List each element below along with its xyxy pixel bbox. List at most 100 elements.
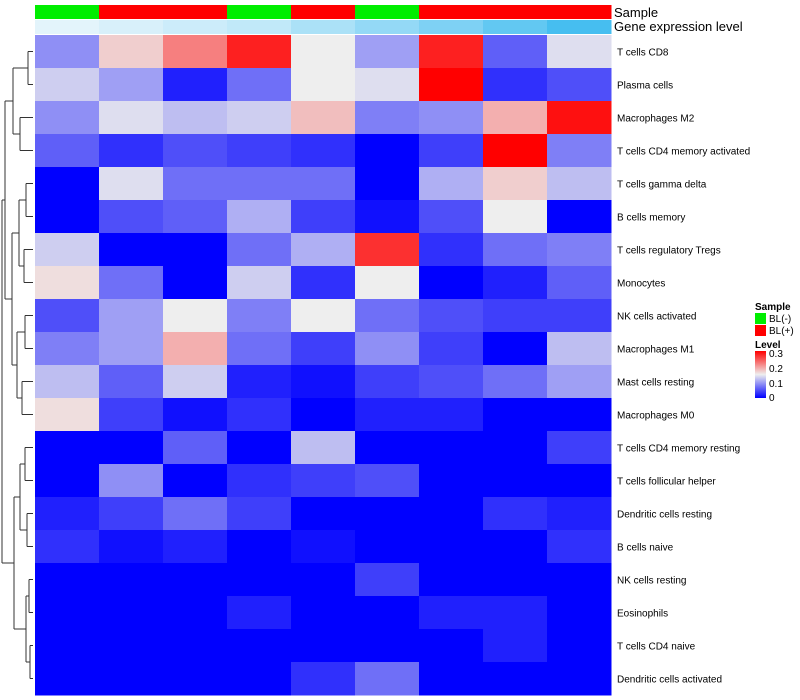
heatmap-cell bbox=[99, 431, 164, 465]
row-label: T cells CD8 bbox=[617, 48, 669, 59]
heatmap-cell bbox=[99, 134, 164, 168]
heatmap-cell bbox=[227, 563, 292, 597]
row-label: Plasma cells bbox=[617, 81, 673, 92]
heatmap-cell bbox=[419, 629, 484, 663]
heatmap-cell bbox=[291, 233, 356, 267]
heatmap-cell bbox=[99, 332, 164, 366]
annotation-bars bbox=[35, 5, 612, 34]
heatmap-cell bbox=[291, 167, 356, 201]
heatmap-cell bbox=[483, 398, 548, 432]
heatmap-cell bbox=[547, 365, 612, 399]
heatmap-cell bbox=[99, 530, 164, 564]
heatmap-cell bbox=[291, 200, 356, 234]
heatmap-cell bbox=[547, 101, 612, 135]
row-dendrogram bbox=[1, 51, 33, 679]
heatmap-cell bbox=[35, 596, 100, 630]
row-label: NK cells resting bbox=[617, 576, 686, 587]
expression-annotation-cell bbox=[163, 20, 228, 34]
heatmap-cell bbox=[355, 431, 420, 465]
heatmap-cell bbox=[227, 431, 292, 465]
heatmap-cell bbox=[419, 35, 484, 69]
heatmap-cell bbox=[483, 596, 548, 630]
heatmap-cell bbox=[483, 629, 548, 663]
legend-level-title: Level bbox=[755, 340, 781, 351]
heatmap-cell bbox=[163, 563, 228, 597]
heatmap-cell bbox=[163, 299, 228, 333]
heatmap-cell bbox=[35, 332, 100, 366]
heatmap-cell bbox=[227, 596, 292, 630]
heatmap-cell bbox=[355, 167, 420, 201]
legend-sample-title: Sample bbox=[755, 302, 791, 313]
heatmap-cell bbox=[355, 530, 420, 564]
heatmap-cell bbox=[355, 365, 420, 399]
heatmap-cell bbox=[419, 101, 484, 135]
heatmap-cell bbox=[483, 101, 548, 135]
row-label: Macrophages M0 bbox=[617, 411, 695, 422]
heatmap-cell bbox=[355, 35, 420, 69]
sample-annotation-cell bbox=[291, 5, 356, 19]
annotation-label-sample: Sample bbox=[614, 5, 658, 20]
legend-color-bar bbox=[755, 351, 766, 398]
row-label: T cells gamma delta bbox=[617, 180, 707, 191]
heatmap-cell bbox=[291, 365, 356, 399]
sample-annotation-cell bbox=[99, 5, 164, 19]
heatmap-cell bbox=[547, 167, 612, 201]
heatmap-cell bbox=[419, 299, 484, 333]
heatmap-cell bbox=[483, 530, 548, 564]
heatmap-cell bbox=[99, 266, 164, 300]
sample-annotation-cell bbox=[483, 5, 548, 19]
heatmap-cell bbox=[227, 365, 292, 399]
heatmap-cell bbox=[163, 266, 228, 300]
heatmap-cell bbox=[291, 629, 356, 663]
legend-swatch-bl-pos bbox=[755, 325, 766, 336]
heatmap-cell bbox=[227, 200, 292, 234]
heatmap-cell bbox=[419, 530, 484, 564]
heatmap-cell bbox=[483, 35, 548, 69]
row-label: Mast cells resting bbox=[617, 378, 694, 389]
heatmap-cell bbox=[99, 35, 164, 69]
heatmap-cell bbox=[163, 167, 228, 201]
heatmap-cell bbox=[227, 35, 292, 69]
legend-tick-0-3: 0.3 bbox=[769, 349, 783, 360]
heatmap-cell bbox=[163, 134, 228, 168]
heatmap-cell bbox=[99, 200, 164, 234]
row-label: B cells naive bbox=[617, 543, 674, 554]
heatmap-cell bbox=[99, 464, 164, 498]
heatmap-cell bbox=[355, 563, 420, 597]
heatmap-cell bbox=[163, 35, 228, 69]
heatmap-cell bbox=[291, 431, 356, 465]
heatmap-cell bbox=[547, 134, 612, 168]
heatmap-cell bbox=[227, 464, 292, 498]
heatmap-cell bbox=[35, 464, 100, 498]
expression-annotation-cell bbox=[291, 20, 356, 34]
heatmap-cell bbox=[291, 497, 356, 531]
heatmap-cell bbox=[35, 134, 100, 168]
heatmap-cell bbox=[35, 266, 100, 300]
row-label: T cells CD4 naive bbox=[617, 642, 696, 653]
heatmap-cell bbox=[99, 596, 164, 630]
heatmap-cell bbox=[163, 662, 228, 696]
heatmap-cell bbox=[227, 233, 292, 267]
sample-annotation-cell bbox=[163, 5, 228, 19]
legend-tick-0-2: 0.2 bbox=[769, 364, 783, 375]
heatmap-cell bbox=[419, 596, 484, 630]
row-label: Dendritic cells resting bbox=[617, 510, 712, 521]
heatmap-cell bbox=[99, 299, 164, 333]
heatmap-cell bbox=[419, 563, 484, 597]
heatmap-cell bbox=[35, 299, 100, 333]
heatmap-cell bbox=[547, 35, 612, 69]
heatmap-cell bbox=[227, 530, 292, 564]
heatmap-cell bbox=[483, 134, 548, 168]
heatmap-cell bbox=[35, 200, 100, 234]
expression-annotation-cell bbox=[227, 20, 292, 34]
heatmap-cell bbox=[227, 101, 292, 135]
heatmap-cell bbox=[419, 266, 484, 300]
heatmap-cell bbox=[355, 134, 420, 168]
heatmap-cell bbox=[355, 233, 420, 267]
heatmap-cell bbox=[291, 332, 356, 366]
heatmap-cell bbox=[227, 299, 292, 333]
heatmap-cell bbox=[419, 365, 484, 399]
heatmap-cell bbox=[419, 431, 484, 465]
legend-tick-0-1: 0.1 bbox=[769, 379, 783, 390]
